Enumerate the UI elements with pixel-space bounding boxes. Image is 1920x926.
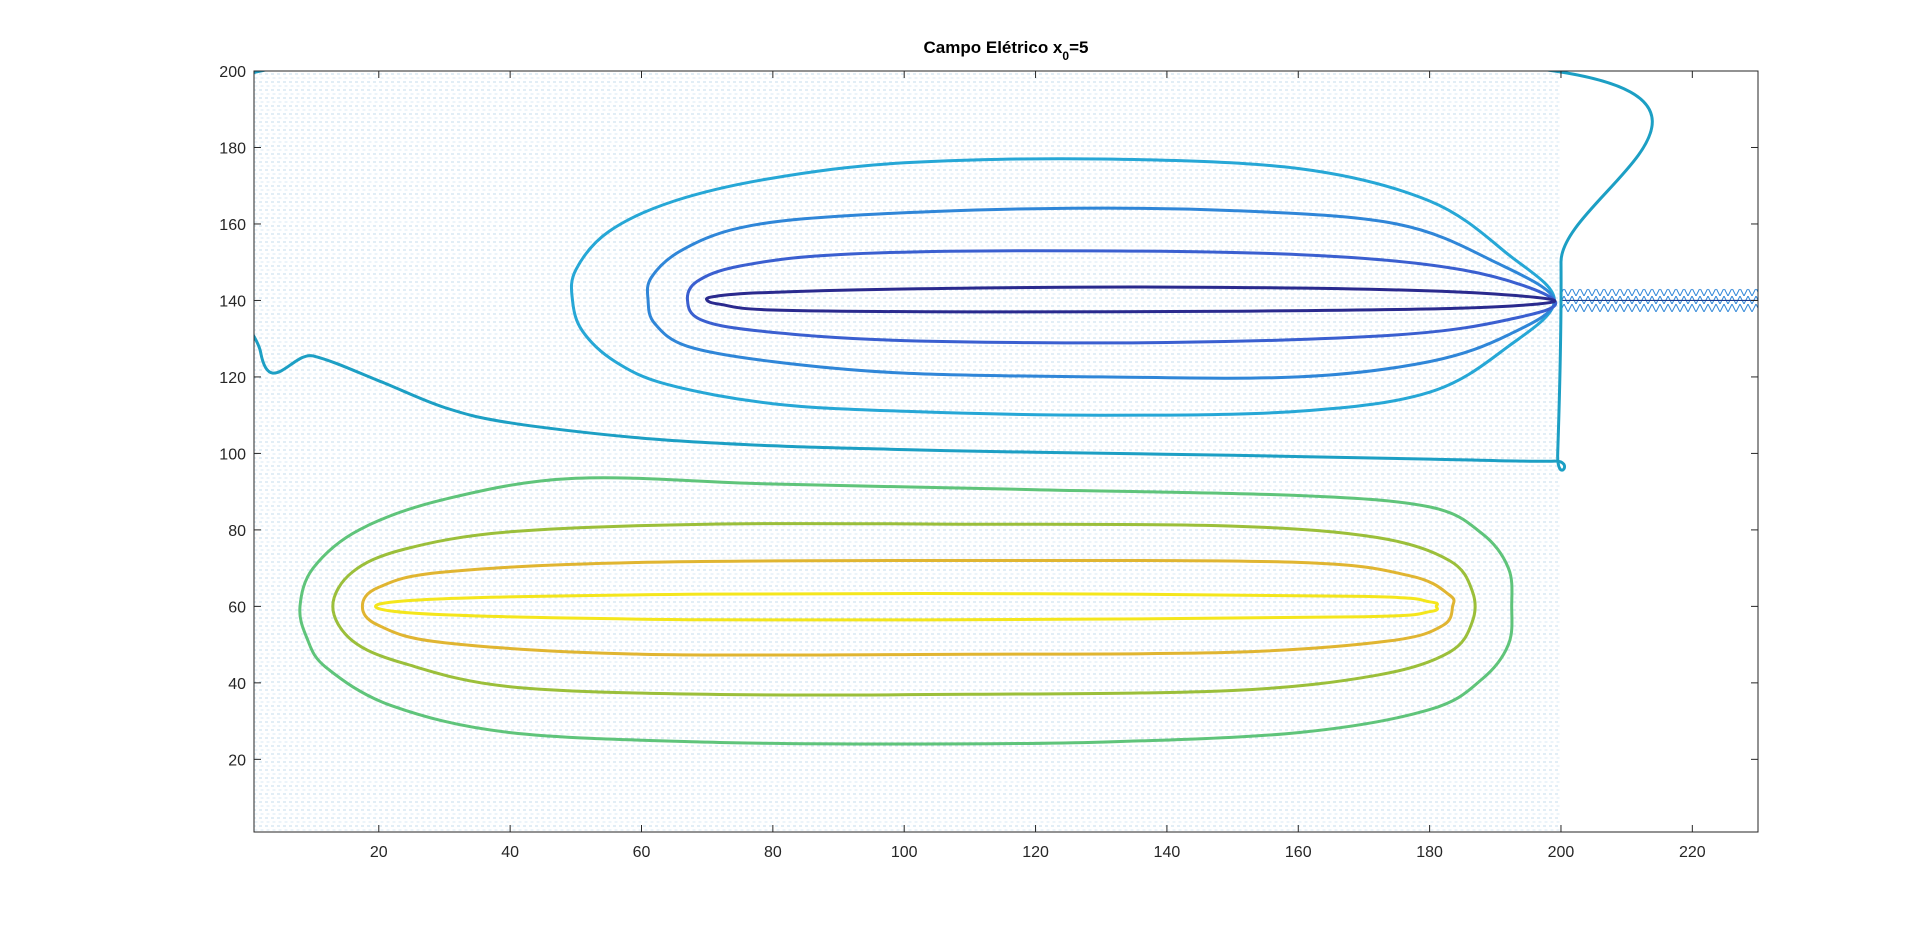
y-axis: 20 40 60 80 100 120 140 160 180 200 <box>219 64 1758 769</box>
y-tick-label-180: 180 <box>219 140 246 157</box>
x-tick-label-120: 120 <box>1022 844 1049 861</box>
title-subscript: 0 <box>1062 49 1069 63</box>
contour-line-4 <box>704 285 1557 314</box>
y-tick-label-160: 160 <box>219 217 246 234</box>
contour-line-6 <box>331 522 1477 697</box>
contour-line-0 <box>254 71 1654 472</box>
y-tick-label-200: 200 <box>219 64 246 81</box>
contour-line-2 <box>645 206 1556 380</box>
contour-line-7 <box>360 558 1456 657</box>
y-tick-label-20: 20 <box>228 752 246 769</box>
x-tick-label-100: 100 <box>891 844 918 861</box>
x-tick-label-80: 80 <box>764 844 782 861</box>
y-tick-label-100: 100 <box>219 446 246 463</box>
contour-lines <box>254 71 1654 746</box>
x-tick-label-160: 160 <box>1285 844 1312 861</box>
contour-line-3 <box>685 249 1558 345</box>
axes-box <box>253 70 1759 833</box>
y-tick-label-60: 60 <box>228 599 246 616</box>
title-suffix: =5 <box>1069 38 1088 57</box>
x-tick-label-20: 20 <box>370 844 388 861</box>
y-tick-label-120: 120 <box>219 370 246 387</box>
annotations <box>1560 288 1758 312</box>
x-axis: 20 40 60 80 100 120 140 160 180 200 220 <box>370 71 1706 861</box>
plot-area <box>254 71 1758 832</box>
contour-line-1 <box>569 157 1556 417</box>
x-tick-label-200: 200 <box>1548 844 1575 861</box>
x-tick-label-180: 180 <box>1416 844 1443 861</box>
x-tick-label-220: 220 <box>1679 844 1706 861</box>
x-tick-label-140: 140 <box>1154 844 1181 861</box>
y-tick-label-140: 140 <box>219 293 246 310</box>
x-tick-label-40: 40 <box>501 844 519 861</box>
y-tick-label-80: 80 <box>228 523 246 540</box>
chart-title: Campo Elétrico x0=5 <box>924 38 1089 63</box>
y-tick-label-40: 40 <box>228 676 246 693</box>
contour-line-5 <box>298 476 1514 746</box>
title-main: Campo Elétrico x <box>924 38 1063 57</box>
x-tick-label-60: 60 <box>633 844 651 861</box>
contour-line-8 <box>374 591 1439 622</box>
quiver-vector-field <box>254 71 1561 832</box>
